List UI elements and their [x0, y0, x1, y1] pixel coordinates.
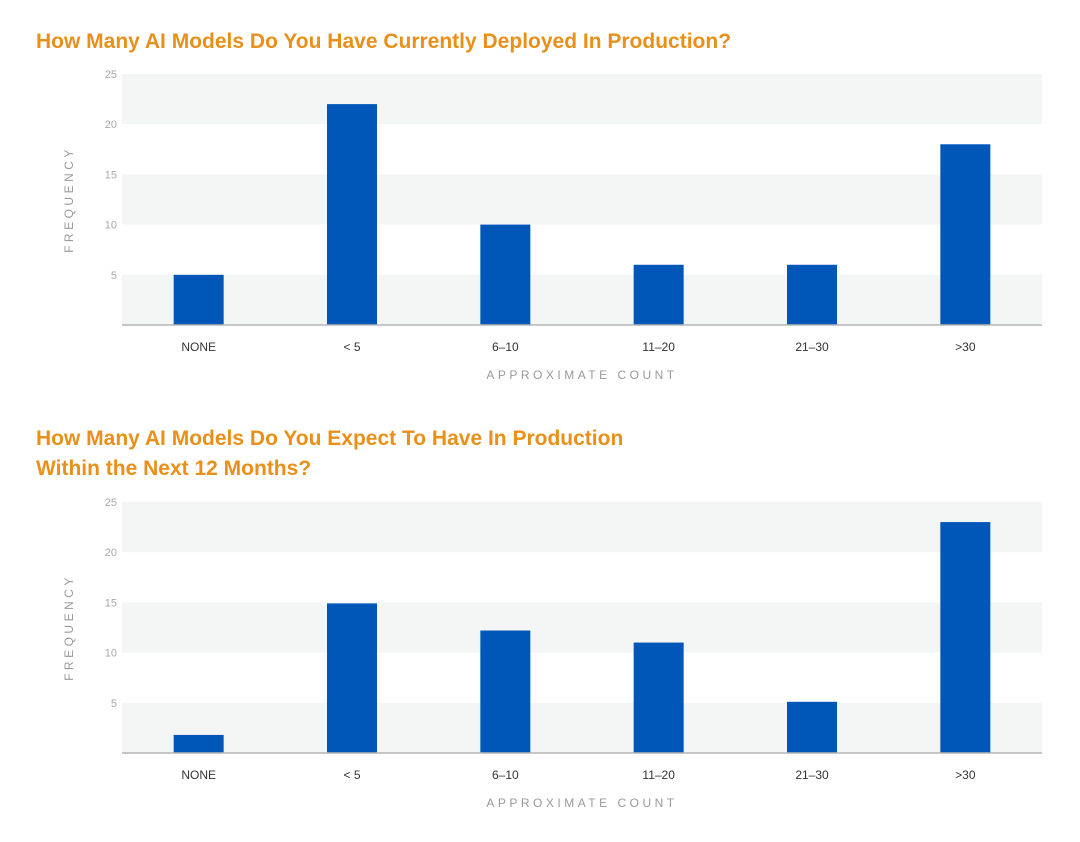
- bar: [327, 104, 377, 326]
- x-tick-label: 21–30: [795, 340, 829, 354]
- bar-chart: 5 10 15 20 25 NONE < 5 6–10 11–20 21–30 >30 APPROXI…: [62, 497, 1042, 810]
- x-tick-label: 6–10: [492, 340, 519, 354]
- grid-band: [122, 702, 1042, 753]
- chart-title-line: Within the Next 12 Months?: [36, 457, 312, 480]
- y-tick-label: 5: [111, 270, 117, 282]
- y-tick-label: 25: [105, 497, 117, 509]
- y-tick-label: 10: [105, 648, 117, 660]
- x-tick-label: 6–10: [492, 768, 519, 782]
- grid-band: [122, 274, 1042, 325]
- y-tick-label: 10: [105, 220, 117, 232]
- grid-band: [122, 174, 1042, 225]
- bar: [940, 144, 991, 325]
- grid-band: [122, 602, 1042, 653]
- grid-band: [122, 74, 1042, 125]
- y-tick-label: 15: [105, 169, 117, 181]
- chart-title: How Many AI Models Do You Have Currently…: [36, 27, 731, 57]
- y-tick-label: 20: [105, 119, 117, 131]
- bar: [633, 264, 684, 325]
- bar-chart: 5 10 15 20 25 NONE < 5 6–10 11–20 21–30 >30 APPROXI…: [62, 69, 1042, 382]
- x-tick-label: 11–20: [642, 768, 675, 782]
- x-tick-label: >30: [955, 340, 976, 354]
- bar: [787, 701, 837, 753]
- bar: [173, 274, 224, 325]
- bar: [480, 224, 531, 325]
- chart-title-line: How Many AI Models Do You Have Currently…: [36, 30, 732, 53]
- bar: [480, 630, 531, 753]
- chart-title: How Many AI Models Do You Expect To Have…: [36, 424, 623, 484]
- bar: [327, 603, 377, 753]
- y-tick-label: 20: [105, 547, 117, 559]
- bar: [940, 522, 991, 753]
- x-tick-label: 11–20: [642, 340, 675, 354]
- x-tick-label: >30: [955, 768, 976, 782]
- x-axis-label: APPROXIMATE COUNT: [486, 368, 677, 382]
- y-tick-label: 5: [111, 698, 117, 710]
- grid-band: [122, 502, 1042, 553]
- x-tick-label: NONE: [181, 768, 216, 782]
- chart-expected-12-months: How Many AI Models Do You Expect To Have…: [0, 420, 1080, 840]
- y-tick-label: 15: [105, 597, 117, 609]
- bar: [633, 642, 684, 753]
- x-tick-label: < 5: [343, 768, 360, 782]
- x-tick-label: 21–30: [795, 768, 829, 782]
- bar: [173, 734, 224, 753]
- x-tick-label: < 5: [343, 340, 360, 354]
- x-axis-label: APPROXIMATE COUNT: [486, 796, 677, 810]
- x-tick-label: NONE: [181, 340, 216, 354]
- y-axis-label: FREQUENCY: [62, 574, 76, 681]
- chart-current-deployed: How Many AI Models Do You Have Currently…: [0, 0, 1080, 400]
- y-tick-label: 25: [105, 69, 117, 81]
- y-axis-label: FREQUENCY: [62, 146, 76, 253]
- bar: [787, 264, 837, 325]
- chart-title-line: How Many AI Models Do You Expect To Have…: [36, 427, 624, 450]
